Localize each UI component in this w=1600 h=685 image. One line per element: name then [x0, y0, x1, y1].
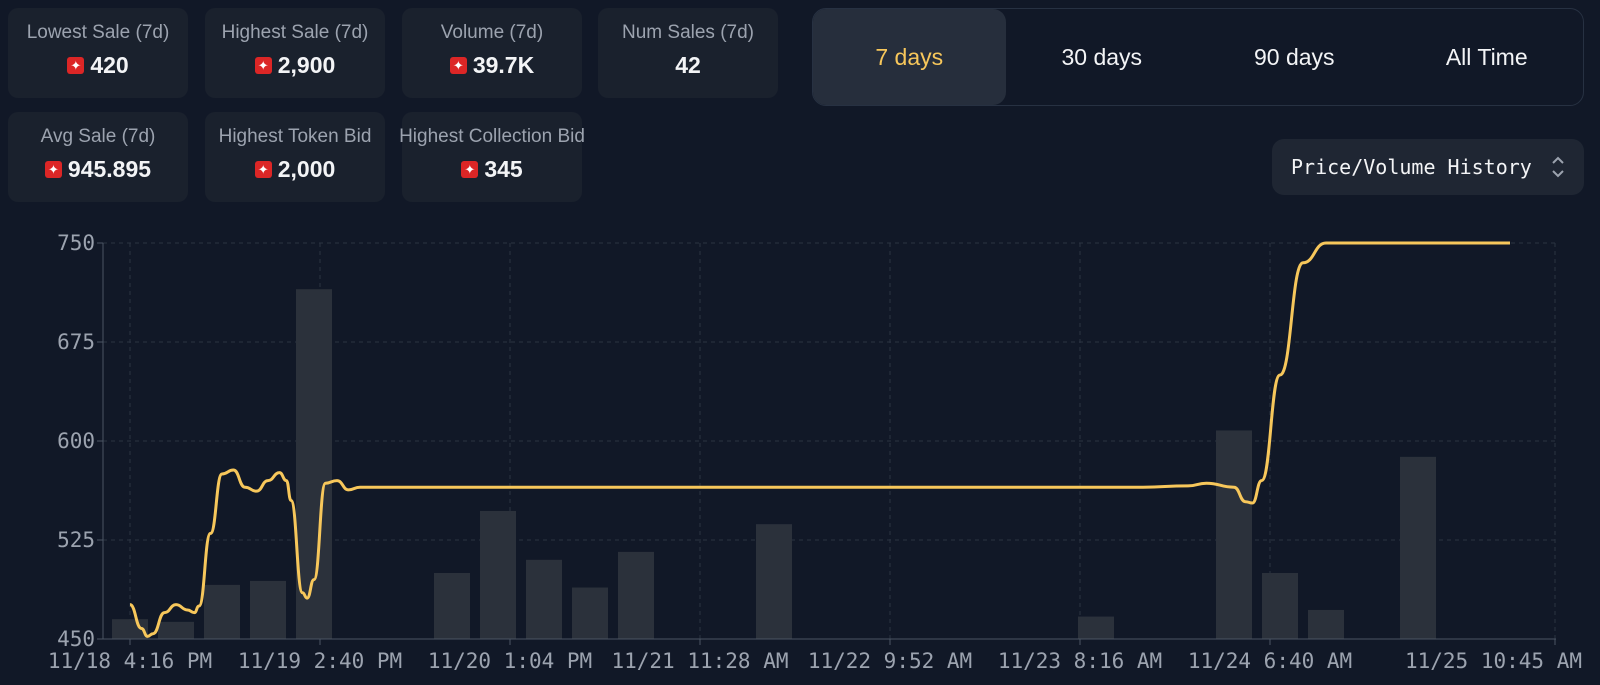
- stat-card-lowest-sale: Lowest Sale (7d) 420: [8, 8, 188, 98]
- stat-value: 420: [67, 52, 129, 79]
- volume-bar: [250, 580, 286, 639]
- x-tick-label: 11/20 1:04 PM: [428, 649, 592, 673]
- y-axis-ticks: 450 525 600 675 750: [57, 231, 103, 651]
- stat-label: Volume (7d): [440, 22, 544, 43]
- price-line: [129, 241, 1510, 638]
- y-tick-label: 675: [57, 330, 95, 354]
- token-icon: [254, 161, 272, 178]
- volume-bar: [1400, 456, 1436, 639]
- volume-bar: [1308, 609, 1344, 639]
- volume-bar: [1216, 430, 1252, 639]
- token-icon: [44, 161, 62, 178]
- volume-bars: [112, 289, 1436, 639]
- stat-value-text: 420: [90, 52, 129, 78]
- stat-value: 2,900: [254, 52, 336, 79]
- stat-label: Avg Sale (7d): [40, 126, 156, 147]
- y-tick-label: 600: [57, 429, 95, 453]
- stat-card-avg-sale: Avg Sale (7d) 945.895: [8, 112, 188, 202]
- stat-value: 42: [675, 52, 701, 79]
- volume-bar: [756, 524, 792, 639]
- stat-value-text: 39.7K: [472, 52, 535, 78]
- x-axis-ticks: 11/18 4:16 PM 11/19 2:40 PM 11/20 1:04 PM 1…: [48, 639, 1582, 673]
- y-tick-label: 450: [57, 627, 95, 651]
- volume-bar: [1262, 573, 1298, 639]
- x-tick-label: 11/22 9:52 AM: [808, 649, 972, 673]
- stat-label: Highest Collection Bid: [399, 126, 585, 147]
- stat-label: Num Sales (7d): [622, 22, 754, 43]
- stat-label: Highest Sale (7d): [221, 22, 369, 43]
- stat-card-highest-token-bid: Highest Token Bid 2,000: [205, 112, 385, 202]
- volume-bar: [1078, 616, 1114, 639]
- token-icon: [461, 161, 479, 178]
- volume-bar: [434, 573, 470, 639]
- x-tick-label: 11/21 11:28 AM: [611, 649, 788, 673]
- stat-card-volume: Volume (7d) 39.7K: [402, 8, 582, 98]
- x-tick-label: 11/19 2:40 PM: [238, 649, 402, 673]
- x-tick-label: 11/23 8:16 AM: [998, 649, 1162, 673]
- stat-value-text: 42: [675, 52, 701, 78]
- token-icon: [67, 57, 85, 74]
- y-tick-label: 750: [57, 231, 95, 255]
- x-tick-label: 11/24 6:40 AM: [1188, 649, 1352, 673]
- token-icon: [449, 57, 467, 74]
- chart-type-select-label: Price/Volume History: [1291, 155, 1532, 179]
- token-icon: [254, 57, 272, 74]
- stat-value: 345: [461, 156, 523, 183]
- stat-card-num-sales: Num Sales (7d) 42: [598, 8, 778, 98]
- range-tab-7-days[interactable]: 7 days: [813, 9, 1006, 105]
- stat-card-highest-sale: Highest Sale (7d) 2,900: [205, 8, 385, 98]
- stat-value-text: 2,900: [277, 52, 336, 78]
- range-tab-30-days[interactable]: 30 days: [1061, 43, 1143, 70]
- x-tick-label: 11/25 10:45 AM: [1405, 649, 1582, 673]
- stat-value: 945.895: [44, 156, 152, 183]
- stat-label: Highest Token Bid: [218, 126, 372, 147]
- stat-value-text: 2,000: [277, 156, 336, 182]
- up-down-chevron-icon: [1552, 156, 1564, 178]
- volume-bar: [204, 584, 240, 639]
- stat-value: 39.7K: [449, 52, 535, 79]
- volume-bar: [572, 587, 608, 639]
- stat-card-highest-collection-bid: Highest Collection Bid 345: [399, 112, 585, 202]
- range-tab-90-days[interactable]: 90 days: [1253, 43, 1335, 70]
- stat-value-text: 345: [484, 156, 523, 182]
- time-range-selector: 7 days 30 days 90 days All Time: [812, 8, 1584, 106]
- y-tick-label: 525: [57, 528, 95, 552]
- volume-bar: [526, 559, 562, 639]
- chart-type-select[interactable]: Price/Volume History: [1272, 139, 1584, 195]
- range-tab-all-time[interactable]: All Time: [1445, 43, 1528, 70]
- stat-value: 2,000: [254, 156, 336, 183]
- volume-bar: [618, 551, 654, 639]
- volume-bar: [158, 621, 194, 639]
- x-tick-label: 11/18 4:16 PM: [48, 649, 212, 673]
- stat-value-text: 945.895: [67, 156, 152, 182]
- volume-bar: [480, 510, 516, 639]
- stat-label: Lowest Sale (7d): [26, 22, 170, 43]
